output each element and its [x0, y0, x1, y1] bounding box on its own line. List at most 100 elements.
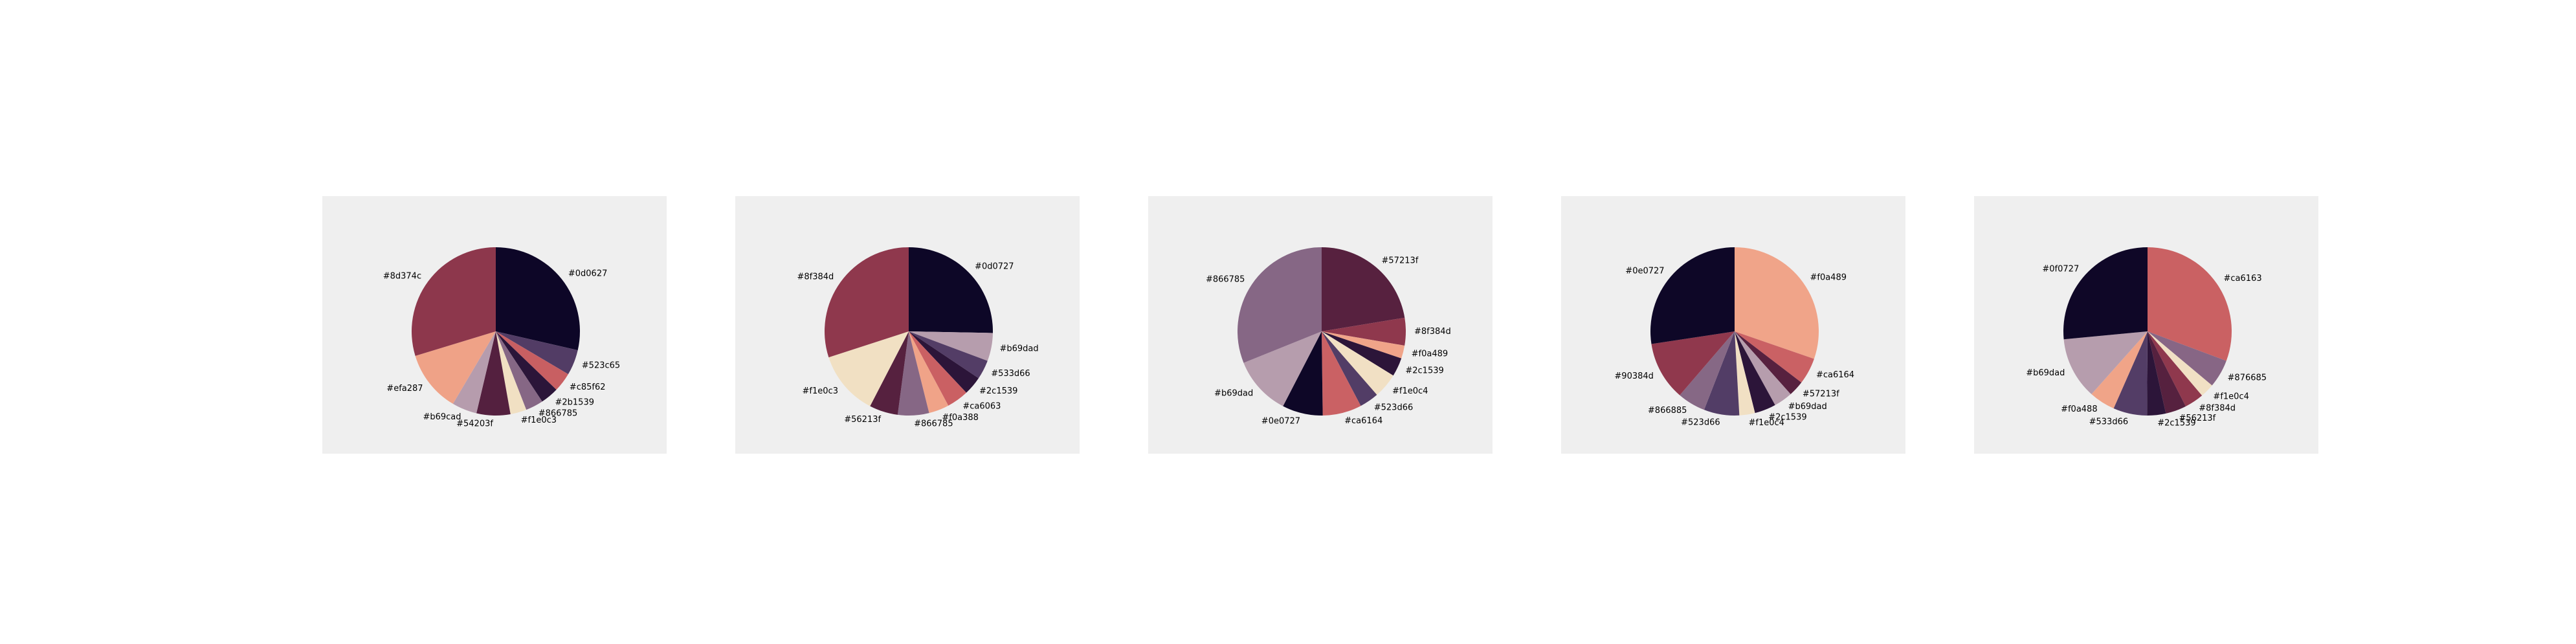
pie-slice	[909, 331, 979, 393]
pie-slice	[2063, 247, 2148, 340]
pie-chart-1: #0d0627 #523c65 #c85f62 #2b1539 #866785#f1e0…	[383, 247, 620, 428]
pie-chart-panel-4: #f0a489 #ca6164 #57213f #b69dad #2c1539 #f1e0…	[1561, 196, 1905, 454]
pie-slice	[909, 331, 966, 406]
slice-label: #ca6063	[962, 402, 1001, 412]
slice-label: #523d66	[1681, 418, 1720, 428]
pie-slice	[909, 331, 993, 361]
slice-label: #8f384d	[797, 272, 834, 282]
slice-label: #ca6163	[2224, 274, 2262, 283]
pie-slice	[909, 247, 994, 333]
slice-label: #2b1539	[555, 397, 595, 407]
pie-slice	[1237, 247, 1322, 363]
pie-slice	[2148, 331, 2212, 396]
pie-slice	[1322, 331, 1402, 376]
pie-slice	[1735, 331, 1791, 405]
slice-label: #533d66	[2089, 417, 2129, 427]
pie-slice	[2148, 331, 2226, 386]
pie-slice	[1735, 331, 1755, 416]
slice-label: #866885	[1648, 406, 1687, 416]
pie-slice	[1651, 331, 1735, 395]
slice-label: #b69dad	[1788, 402, 1827, 412]
slice-label: #8f384d	[1414, 327, 1451, 337]
slice-label: #c85f62	[570, 383, 606, 392]
slice-label: #54203f	[456, 419, 493, 428]
pie-slice	[2063, 331, 2148, 394]
slice-label: #efa287	[386, 384, 423, 394]
slice-label: #b69cad	[423, 412, 461, 422]
pie-slice	[870, 331, 909, 415]
slice-label: #8d374c	[383, 271, 421, 281]
slice-label: #523c65	[582, 361, 620, 371]
pie-slice	[1650, 247, 1735, 344]
pie-slice	[2148, 331, 2203, 406]
pie-slice	[1322, 247, 1405, 331]
pie-slice	[496, 331, 527, 414]
pie-slice	[1735, 331, 1775, 414]
slice-label: #876685	[2228, 373, 2267, 383]
pie-slice	[476, 331, 511, 416]
pie-slice	[496, 331, 557, 402]
pie-slice	[415, 331, 496, 404]
pie-slice	[909, 331, 988, 379]
slice-label: #f0a489	[1810, 273, 1847, 283]
slice-label: #0d0727	[975, 261, 1014, 271]
pie-slice	[496, 247, 581, 351]
slice-label: #866785	[1206, 274, 1245, 284]
pie-slice	[824, 247, 909, 358]
pie-slice	[1322, 317, 1406, 346]
slice-label: #2c1539	[1768, 413, 1806, 423]
pie-slice	[909, 331, 949, 414]
slice-label: #0e0727	[1625, 266, 1664, 276]
pie-slice	[2148, 331, 2186, 414]
slice-label: #b69dad	[1214, 389, 1253, 399]
pie-slice	[2113, 331, 2148, 416]
pie-slice	[452, 331, 496, 414]
pie-chart-panel-2: #0d0727 #b69dad #533d66 #2c1539 #ca6063 #f0a3…	[735, 196, 1080, 454]
pie-slice	[1322, 331, 1377, 406]
slice-label: #f1e0c3	[803, 386, 838, 396]
pie-chart-panel-5: #ca6163 #876685 #f1e0c4 #8f384d #56213f #2c15…	[1974, 196, 2318, 454]
pie-slice	[412, 247, 496, 356]
pie-slice	[1322, 331, 1405, 359]
pie-slice	[496, 331, 542, 410]
slice-label: #56213f	[2179, 414, 2215, 423]
slice-label: #866785	[539, 409, 578, 419]
pie-slice	[1243, 331, 1322, 406]
slice-label: #0f0727	[2042, 264, 2079, 274]
pie-chart-2: #0d0727 #b69dad #533d66 #2c1539 #ca6063#f0a3…	[797, 247, 1039, 428]
slice-label: #f1e0c3	[521, 416, 557, 425]
pie-slice	[496, 331, 568, 390]
slice-label: #f0a489	[1412, 350, 1449, 359]
slice-label: #b69dad	[2026, 368, 2065, 378]
pie-slice	[1735, 331, 1814, 383]
pie-chart-4: #f0a489 #ca6164 #57213f #b69dad#2c1539#f1e0…	[1614, 247, 1854, 428]
pie-slice	[2148, 247, 2232, 361]
pie-slice	[1704, 331, 1740, 416]
pie-chart-panel-1: #0d0627 #523c65 #c85f62 #2b1539 #866785 #f1e0…	[322, 196, 667, 454]
slice-label: #56213f	[844, 415, 881, 425]
slice-label: #f0a488	[2061, 405, 2098, 414]
slice-label: #ca6164	[1344, 416, 1382, 426]
pie-slice	[1680, 331, 1735, 410]
pie-slice	[2147, 331, 2166, 416]
slice-label: #2c1539	[1405, 366, 1443, 375]
slice-label: #866785	[914, 419, 953, 428]
slice-label: #533d66	[991, 369, 1030, 379]
slice-label: #57213f	[1382, 256, 1419, 265]
pie-slice	[1735, 331, 1802, 394]
pie-slice	[496, 331, 578, 375]
slice-label: #2c1539	[2157, 419, 2195, 428]
pie-slice	[1283, 331, 1323, 416]
slice-label: #0e0727	[1261, 417, 1300, 427]
pie-slice	[1322, 331, 1361, 416]
slice-label: #8f384d	[2199, 404, 2236, 414]
slice-label: #f1e0c4	[2213, 392, 2248, 401]
pie-slice	[897, 331, 929, 416]
pie-chart-5: #ca6163 #876685 #f1e0c4 #8f384d#56213f#2c15…	[2026, 247, 2267, 428]
slice-label: #2c1539	[979, 386, 1017, 396]
pie-slice	[2091, 331, 2148, 408]
slice-label: #f1e0c4	[1392, 386, 1428, 396]
slice-label: #f0a388	[942, 413, 979, 423]
slice-label: #b69dad	[999, 344, 1038, 353]
pie-slice	[1735, 247, 1819, 359]
